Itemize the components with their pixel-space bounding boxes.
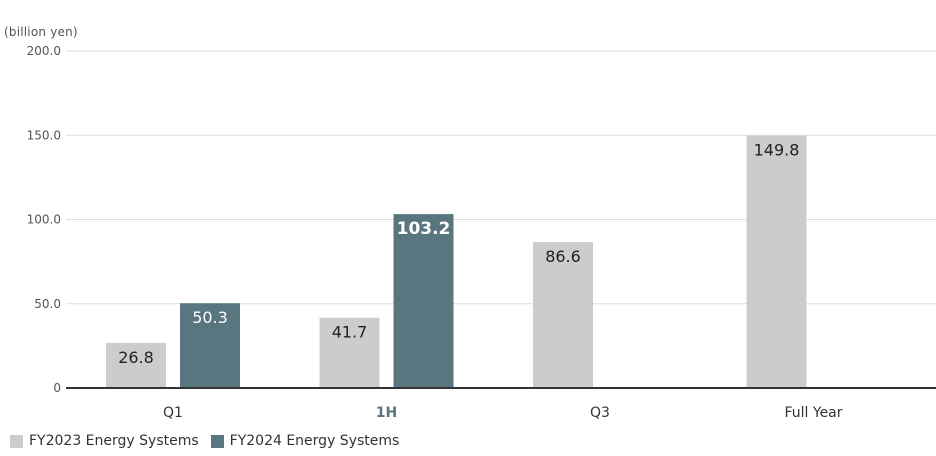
- x-tick-label: Full Year: [784, 405, 842, 421]
- bar: [746, 135, 807, 388]
- y-tick-label: 0: [53, 381, 61, 395]
- bar-value-label: 41.7: [332, 323, 368, 342]
- legend-swatch-fy2024: [210, 434, 224, 448]
- bar: [319, 317, 380, 388]
- legend-swatch-fy2023: [10, 434, 23, 448]
- y-tick-label: 200.0: [27, 44, 61, 58]
- legend-item-fy2024: FY2024 Energy Systems: [210, 433, 400, 449]
- x-tick-label: Q1: [163, 405, 183, 421]
- bar: [180, 303, 240, 388]
- bar-value-label: 86.6: [545, 247, 581, 266]
- y-tick-label: 50.0: [34, 297, 61, 311]
- x-tick-label: Q3: [590, 405, 610, 421]
- x-tick-label: 1H: [376, 405, 397, 421]
- legend: FY2023 Energy Systems FY2024 Energy Syst…: [10, 433, 411, 449]
- legend-item-fy2023: FY2023 Energy Systems: [10, 433, 199, 449]
- y-axis-unit-label: (billion yen): [4, 25, 78, 39]
- bar: [106, 342, 166, 388]
- legend-label-fy2024: FY2024 Energy Systems: [229, 433, 400, 449]
- bar-value-label: 26.8: [118, 348, 154, 367]
- bar: [533, 242, 593, 388]
- y-tick-label: 150.0: [27, 128, 61, 142]
- bar-chart-svg: 0 50.0 100.0 150.0 200.0 26.8 50.3 Q1 41.7 103.2 1…: [27, 44, 936, 421]
- bar: [393, 214, 454, 388]
- y-tick-label: 100.0: [27, 213, 61, 227]
- bar-value-label: 149.8: [754, 141, 800, 160]
- bar-value-label: 50.3: [192, 308, 228, 327]
- legend-label-fy2023: FY2023 Energy Systems: [29, 433, 199, 449]
- bar-value-label: 103.2: [397, 219, 451, 239]
